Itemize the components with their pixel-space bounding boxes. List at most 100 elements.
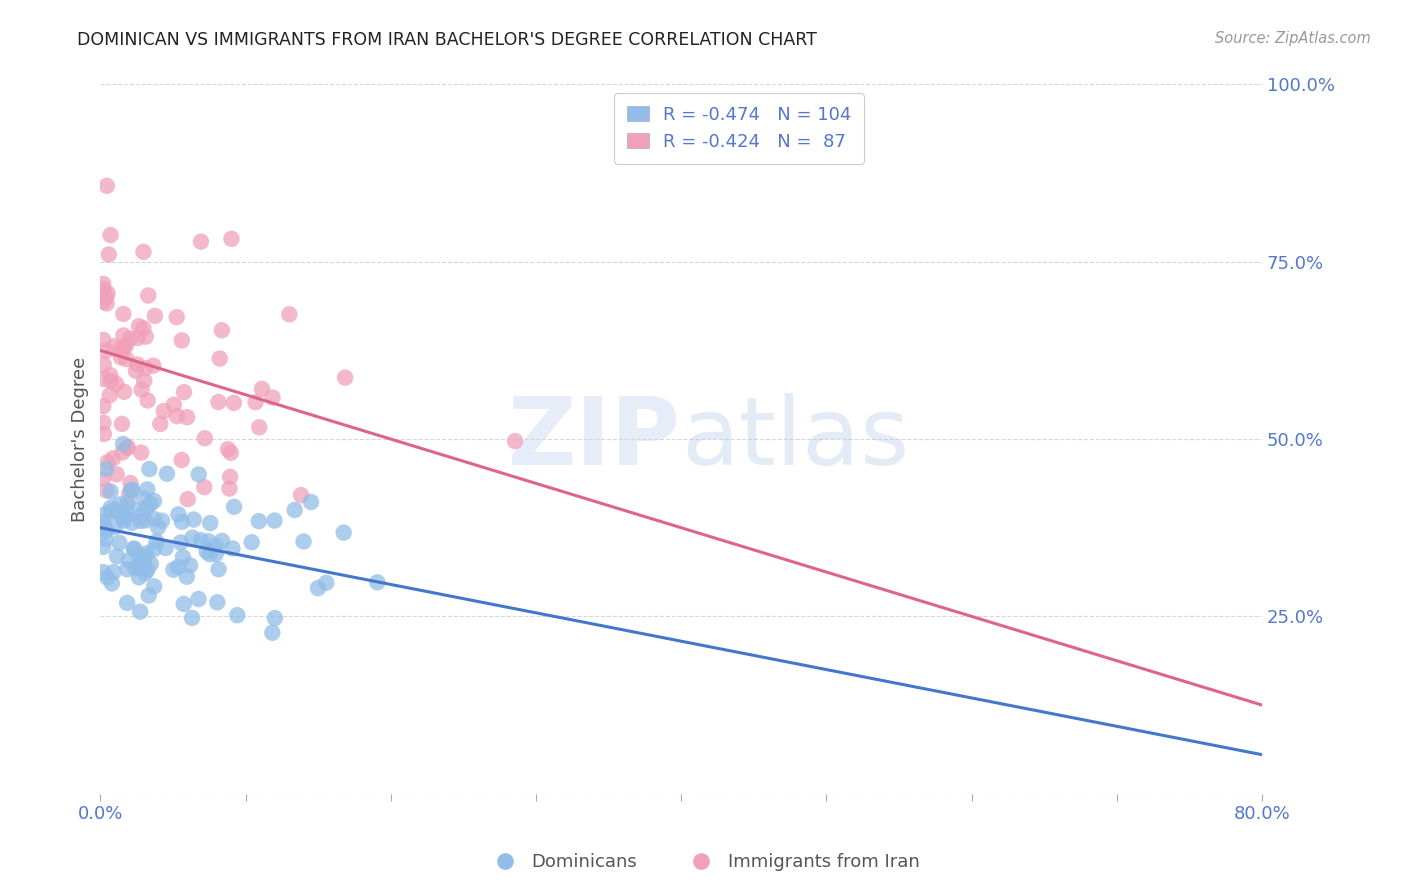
Point [217,442,239,457]
Point [292,534,315,549]
Point [245,395,267,409]
Point [187,467,209,482]
Point [105,376,128,391]
Point [91,565,114,579]
Point [103,565,125,579]
Point [134,513,156,527]
Point [221,232,243,246]
Point [333,370,356,384]
Point [263,514,285,528]
Point [110,351,132,365]
Point [129,558,152,572]
Point [129,445,152,459]
Point [221,541,243,556]
Point [207,395,229,409]
Point [96,178,118,193]
Text: DOMINICAN VS IMMIGRANTS FROM IRAN BACHELOR'S DEGREE CORRELATION CHART: DOMINICAN VS IMMIGRANTS FROM IRAN BACHEL… [77,31,817,49]
Point [111,417,134,431]
Point [145,534,167,549]
Point [143,579,166,593]
Point [117,441,139,455]
Point [93,427,115,442]
Legend: R = -0.474   N = 104, R = -0.424   N =  87: R = -0.474 N = 104, R = -0.424 N = 87 [614,94,865,164]
Point [127,358,149,372]
Point [129,605,152,619]
Point [132,244,155,259]
Point [100,374,122,388]
Legend: Dominicans, Immigrants from Iran: Dominicans, Immigrants from Iran [479,847,927,879]
Point [112,514,135,528]
Point [139,557,162,571]
Point [503,434,526,449]
Point [112,341,135,355]
Point [143,512,166,526]
Point [167,560,190,574]
Point [94,343,117,358]
Point [107,505,129,519]
Point [146,520,169,534]
Point [110,342,132,356]
Point [177,492,200,507]
Point [94,462,117,476]
Point [91,399,114,413]
Point [118,553,141,567]
Point [307,581,329,595]
Point [122,541,145,556]
Point [150,514,173,528]
Point [131,383,153,397]
Point [136,288,159,302]
Point [118,487,141,501]
Text: atlas: atlas [681,393,910,485]
Point [190,235,212,249]
Point [100,368,122,383]
Point [96,571,118,585]
Point [100,500,122,515]
Point [262,391,284,405]
Point [122,502,145,516]
Y-axis label: Bachelor's Degree: Bachelor's Degree [72,357,89,522]
Point [176,410,198,425]
Point [132,561,155,575]
Point [250,382,273,396]
Point [190,533,212,548]
Point [111,445,134,459]
Point [114,510,136,524]
Point [211,323,233,337]
Point [132,321,155,335]
Point [117,440,139,454]
Point [166,310,188,325]
Point [166,409,188,424]
Point [93,540,115,554]
Point [91,277,114,291]
Point [181,611,204,625]
Point [96,286,118,301]
Point [173,597,195,611]
Point [101,576,124,591]
Point [208,351,231,366]
Point [94,290,117,304]
Point [136,483,159,497]
Point [134,549,156,564]
Point [170,334,193,348]
Point [315,575,337,590]
Point [262,625,284,640]
Point [91,282,114,296]
Point [163,398,186,412]
Point [112,437,135,451]
Point [91,333,114,347]
Point [117,495,139,509]
Point [197,534,219,549]
Point [219,469,242,483]
Point [108,535,131,549]
Point [100,484,122,499]
Point [121,483,143,497]
Point [94,532,117,546]
Point [94,524,117,538]
Text: Source: ZipAtlas.com: Source: ZipAtlas.com [1215,31,1371,46]
Point [93,358,115,372]
Point [135,329,157,343]
Point [134,374,156,388]
Point [98,388,121,402]
Point [91,471,114,485]
Point [136,393,159,408]
